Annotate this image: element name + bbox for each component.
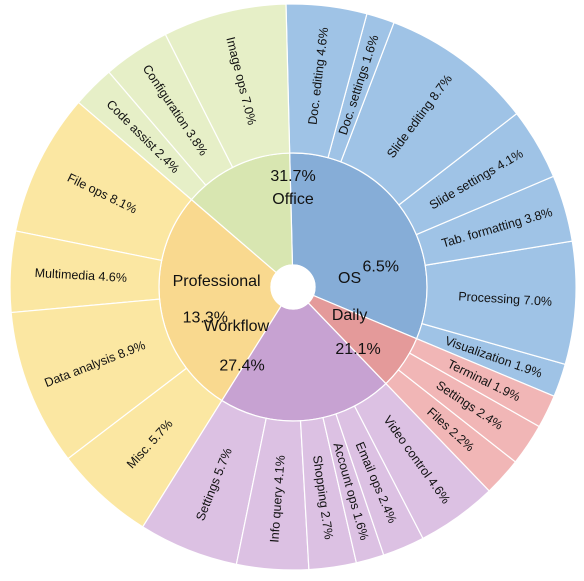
- category-name-workflow: Workflow: [204, 318, 270, 335]
- center-hole: [270, 264, 316, 310]
- category-name-daily: Daily: [332, 307, 368, 324]
- category-name-os: OS: [338, 270, 361, 287]
- category-name-office: Office: [272, 191, 314, 208]
- outer-segment-os-terminal: [408, 337, 555, 428]
- category-percent-office: 31.7%: [270, 168, 315, 185]
- outer-label-workflow-multimedia: Multimedia 4.6%: [34, 266, 127, 285]
- category-percent-workflow: 27.4%: [219, 358, 264, 375]
- category-percent-professional: 13.3%: [183, 310, 228, 327]
- outer-label-office-processing: Processing 7.0%: [458, 289, 552, 308]
- outer-label-daily-info-query: Info query 4.1%: [267, 455, 287, 543]
- sunburst-segments: [9, 3, 577, 571]
- category-percent-daily: 21.1%: [335, 341, 380, 358]
- category-percent-os: 6.5%: [362, 259, 398, 276]
- category-name-professional: Professional: [173, 273, 261, 290]
